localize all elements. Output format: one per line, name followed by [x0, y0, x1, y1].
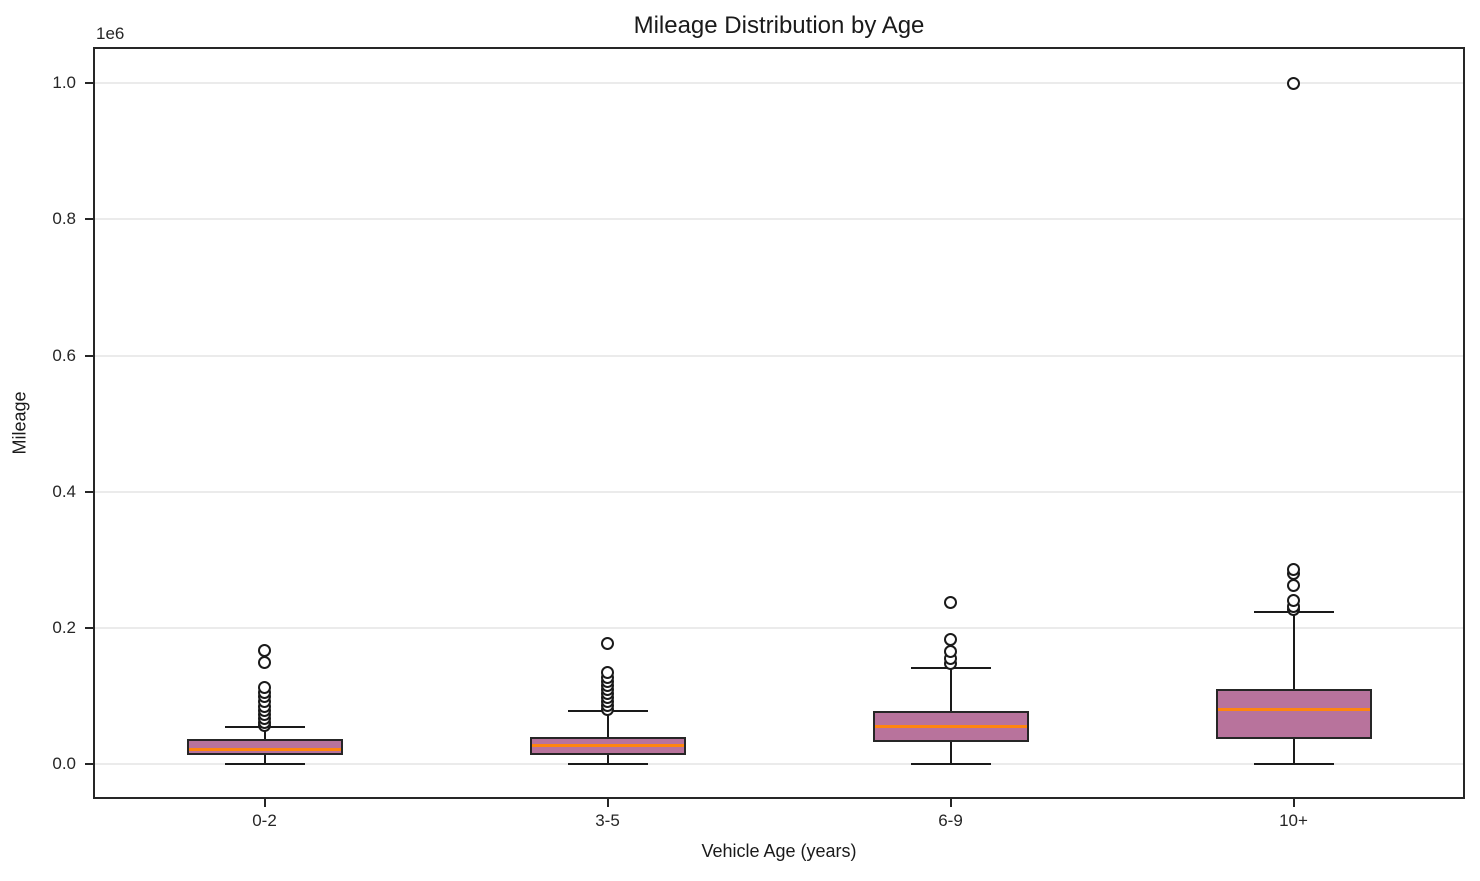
iqr-box [1215, 688, 1372, 740]
lower-whisker-line [949, 742, 952, 765]
y-tick-label: 1.0 [52, 73, 76, 93]
median-line [188, 747, 341, 751]
x-tick-mark [606, 799, 609, 807]
y-tick-label: 0.0 [52, 754, 76, 774]
lower-whisker-line [1292, 739, 1295, 765]
upper-whisker-line [1292, 612, 1295, 689]
median-line [874, 724, 1027, 728]
outlier-point [601, 636, 614, 650]
y-gridline [93, 627, 1465, 630]
iqr-box [186, 739, 343, 755]
x-tick-mark [949, 799, 952, 807]
x-axis-label: Vehicle Age (years) [701, 841, 857, 861]
y-tick-label: 0.4 [52, 481, 76, 501]
upper-whisker-line [263, 726, 266, 740]
x-tick-label: 10+ [1279, 811, 1308, 830]
y-gridline [93, 490, 1465, 493]
outlier-point [258, 655, 271, 669]
y-tick-label: 0.6 [52, 345, 76, 365]
y-tick-mark [85, 218, 93, 221]
upper-whisker-line [606, 711, 609, 737]
outlier-point [1287, 594, 1300, 608]
x-tick-mark [1292, 799, 1295, 807]
lower-whisker-cap [567, 763, 648, 766]
outlier-point [258, 644, 271, 657]
lower-whisker-cap [1253, 763, 1334, 766]
y-gridline [93, 763, 1465, 766]
lower-whisker-cap [224, 763, 305, 766]
x-tick-mark [263, 799, 266, 807]
outlier-point [944, 633, 957, 647]
y-axis-offset-label: 1e6 [96, 24, 125, 43]
median-line [531, 744, 684, 748]
outlier-point [601, 665, 614, 679]
y-gridline [93, 218, 1465, 221]
y-tick-mark [85, 763, 93, 766]
lower-whisker-line [606, 755, 609, 765]
y-tick-mark [85, 354, 93, 357]
outlier-point [258, 681, 271, 695]
y-tick-label: 0.2 [52, 618, 76, 638]
outlier-point [1287, 562, 1300, 576]
lower-whisker-line [263, 754, 266, 765]
x-tick-label: 6-9 [938, 811, 963, 830]
chart-title: Mileage Distribution by Age [633, 12, 925, 39]
upper-whisker-line [949, 667, 952, 712]
outlier-point [944, 595, 957, 609]
y-tick-mark [85, 627, 93, 630]
y-gridline [93, 354, 1465, 357]
y-tick-mark [85, 82, 93, 85]
x-tick-label: 3-5 [595, 811, 620, 830]
outlier-point [944, 645, 957, 659]
y-tick-mark [85, 490, 93, 493]
outlier-point [1287, 76, 1300, 90]
y-gridline [93, 82, 1465, 85]
plot-area [93, 47, 1465, 799]
outlier-point [1287, 579, 1300, 593]
median-line [1217, 708, 1370, 712]
y-axis-label: Mileage [9, 391, 30, 455]
lower-whisker-cap [910, 763, 991, 766]
x-tick-label: 0-2 [252, 811, 277, 830]
y-tick-label: 0.8 [52, 209, 76, 229]
